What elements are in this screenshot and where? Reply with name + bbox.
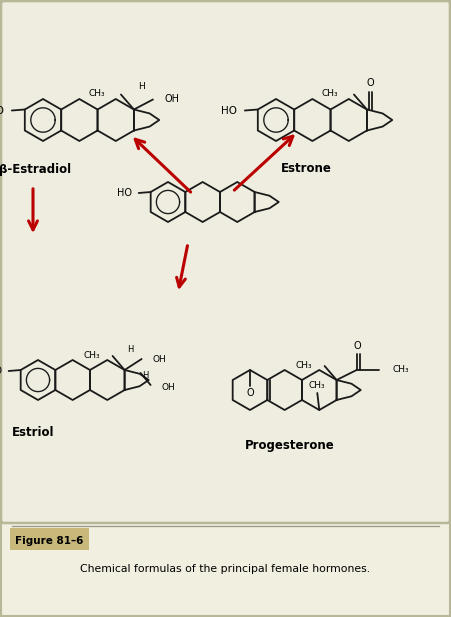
Text: CH₃: CH₃ bbox=[321, 89, 338, 98]
Text: Estriol: Estriol bbox=[12, 426, 54, 439]
Text: O: O bbox=[246, 388, 254, 398]
Text: OH: OH bbox=[165, 94, 180, 104]
Text: H: H bbox=[138, 82, 145, 91]
Text: OH: OH bbox=[161, 383, 175, 392]
Text: OH: OH bbox=[152, 355, 166, 363]
Text: H: H bbox=[143, 370, 149, 379]
Text: CH₃: CH₃ bbox=[393, 365, 409, 375]
FancyBboxPatch shape bbox=[10, 528, 89, 550]
FancyBboxPatch shape bbox=[1, 1, 450, 523]
Text: HO: HO bbox=[221, 106, 237, 115]
Text: H: H bbox=[128, 344, 134, 354]
Text: HO: HO bbox=[0, 106, 4, 115]
Text: Estrone: Estrone bbox=[281, 162, 331, 175]
Text: β-Estradiol: β-Estradiol bbox=[0, 162, 71, 175]
Text: CH₃: CH₃ bbox=[88, 89, 105, 98]
Text: Progesterone: Progesterone bbox=[245, 439, 335, 452]
Text: HO: HO bbox=[117, 188, 132, 198]
Text: CH₃: CH₃ bbox=[296, 360, 313, 370]
Text: O: O bbox=[354, 341, 361, 351]
Text: CH₃: CH₃ bbox=[309, 381, 326, 389]
Text: Chemical formulas of the principal female hormones.: Chemical formulas of the principal femal… bbox=[80, 564, 370, 574]
Text: O: O bbox=[366, 78, 374, 88]
Text: CH₃: CH₃ bbox=[84, 350, 101, 360]
Text: Figure 81–6: Figure 81–6 bbox=[15, 536, 83, 546]
Text: HO: HO bbox=[0, 366, 2, 376]
